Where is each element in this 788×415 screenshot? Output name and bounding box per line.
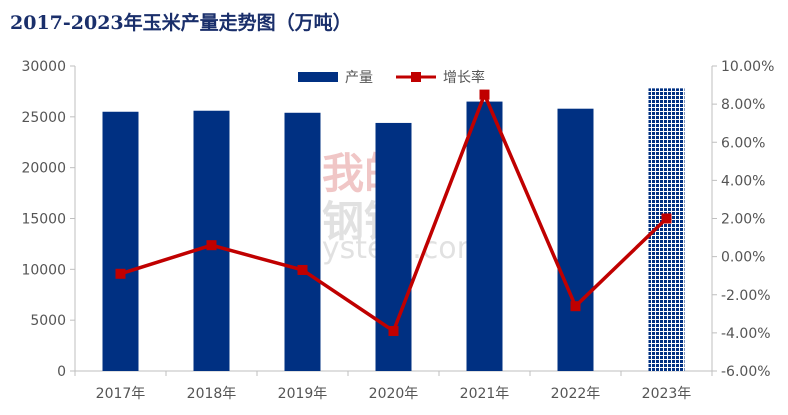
x-tick-label: 2022年 [551, 386, 601, 402]
y-right-tick-label: 6.00% [721, 135, 765, 151]
line-point [115, 268, 126, 279]
legend: 产量 增长率 [298, 69, 485, 86]
bar [466, 101, 503, 371]
y-right-tick-label: 8.00% [721, 97, 765, 113]
y-right-tick-label: 4.00% [721, 173, 765, 189]
line-point [388, 325, 399, 336]
y-left-tick-label: 20000 [21, 161, 66, 177]
legend-swatch-bar [298, 72, 338, 82]
x-tick-label: 2021年 [460, 386, 510, 402]
line-point [206, 240, 217, 251]
chart-title: 2017-2023年玉米产量走势图（万吨） [10, 12, 352, 34]
legend-label-bar: 产量 [345, 70, 373, 86]
y-left-tick-label: 25000 [21, 110, 66, 126]
bar [557, 108, 594, 371]
y-right-tick-label: 2.00% [721, 212, 765, 228]
y-left-tick-label: 0 [57, 364, 66, 380]
y-right-tick-label: -6.00% [721, 364, 771, 380]
x-tick-label: 2020年 [369, 386, 419, 402]
bar-series [102, 88, 685, 372]
y-left-tick-label: 30000 [21, 59, 66, 75]
axes: 0 5000 10000 15000 20000 25000 30000 -6.00% -4.0… [21, 59, 774, 402]
line-series [115, 89, 672, 336]
y-right-tick-label: 10.00% [721, 59, 774, 75]
line-point [297, 264, 308, 275]
x-tick-label: 2017年 [96, 386, 146, 402]
bar [284, 112, 321, 372]
line-point [479, 89, 490, 100]
bar [102, 111, 139, 371]
y-left-tick-label: 10000 [21, 262, 66, 278]
legend-swatch-marker [411, 72, 421, 82]
y-right-tick-label: 0.00% [721, 250, 765, 266]
legend-label-line: 增长率 [443, 69, 485, 86]
line-point [661, 213, 672, 224]
y-left-tick-label: 5000 [30, 313, 66, 329]
x-tick-label: 2018年 [187, 386, 237, 402]
x-tick-label: 2023年 [642, 386, 692, 402]
line-point [570, 301, 581, 312]
y-right-tick-label: -2.00% [721, 288, 771, 304]
x-tick-label: 2019年 [278, 386, 328, 402]
y-left-tick-label: 15000 [21, 212, 66, 228]
y-right-tick-label: -4.00% [721, 326, 771, 342]
